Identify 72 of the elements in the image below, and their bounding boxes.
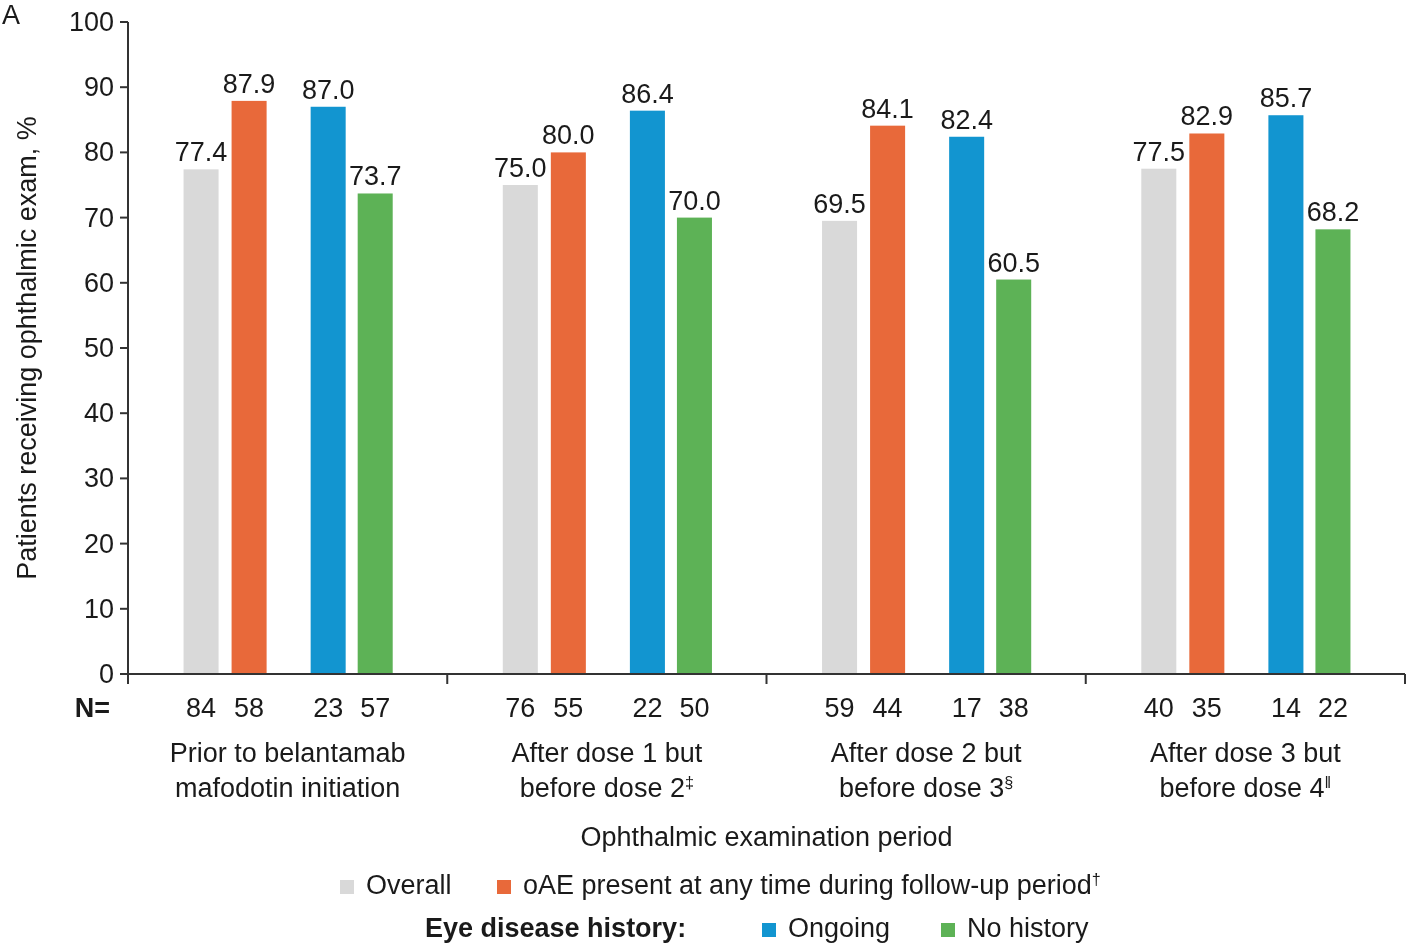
data-label: 77.4 — [174, 137, 228, 168]
text: N= — [74, 693, 110, 723]
text: 38 — [998, 693, 1029, 723]
legend-label: No history — [967, 913, 1090, 943]
bar — [676, 217, 712, 674]
y-tick-label: 40 — [83, 398, 114, 429]
data-label: 75.0 — [494, 153, 547, 183]
y-tick-label: 0 — [98, 659, 114, 689]
data-label: 68.2 — [1306, 197, 1360, 228]
bar — [1268, 115, 1304, 674]
text: 17 — [951, 693, 982, 723]
text: 57 — [360, 693, 391, 723]
y-tick-label: 90 — [83, 72, 114, 103]
bar — [822, 220, 858, 674]
x-tick-label: After dose 3 but before dose 4$^{‖}$ — [1150, 738, 1342, 803]
bar — [949, 136, 985, 674]
text: 22 — [632, 693, 663, 723]
legend-title: Eye disease history: — [425, 913, 687, 943]
bar — [310, 106, 346, 674]
y-tick-label: 60 — [83, 267, 114, 298]
y-tick-label: 20 — [83, 528, 114, 559]
bar — [996, 279, 1032, 674]
x-axis-title: Ophthalmic examination period — [580, 822, 953, 852]
text: 84 — [186, 693, 217, 723]
text: 50 — [679, 693, 710, 723]
x-tick-label: After dose 2 but before dose 3$^{§}$ — [830, 738, 1022, 803]
data-label: 77.5 — [1132, 136, 1186, 167]
bar — [1315, 229, 1351, 674]
y-tick-label: 70 — [83, 202, 114, 233]
bar — [1141, 168, 1177, 674]
y-tick-label: 80 — [83, 137, 114, 168]
y-tick-label: 30 — [83, 463, 114, 494]
bar — [231, 100, 267, 674]
data-label: 85.7 — [1259, 83, 1313, 114]
y-tick-label: 100 — [68, 7, 114, 37]
data-label: 73.7 — [348, 161, 402, 192]
text: 40 — [1143, 693, 1174, 723]
bar — [357, 193, 393, 674]
y-tick-label: 10 — [83, 593, 114, 624]
data-label: 82.4 — [940, 104, 993, 135]
x-tick-label: Prior to belantamab mafodotin initiation — [169, 738, 406, 803]
text: 22 — [1317, 693, 1348, 723]
data-label: 80.0 — [542, 120, 595, 151]
data-label: 60.5 — [987, 247, 1040, 278]
legend-label: Ongoing — [788, 913, 891, 943]
y-tick-label: 50 — [83, 333, 114, 363]
text: A — [2, 0, 21, 30]
text: 35 — [1191, 693, 1222, 723]
text: 23 — [313, 693, 344, 723]
legend-label: Overall — [366, 870, 452, 900]
y-axis-title: Patients receiving ophthalmic exam, % — [12, 116, 42, 580]
text: 59 — [824, 693, 855, 723]
bar — [870, 125, 906, 674]
text: 44 — [872, 693, 903, 723]
text: 76 — [505, 693, 536, 723]
data-label: 69.5 — [813, 188, 866, 219]
data-label: 82.9 — [1180, 101, 1234, 132]
data-label: 87.0 — [301, 74, 355, 105]
legend-label: oAE present at any time during follow-up period$^{†}$ — [523, 870, 1101, 900]
bar — [1189, 133, 1225, 674]
text: 14 — [1270, 693, 1301, 723]
data-label: 70.0 — [668, 185, 721, 216]
bar — [502, 185, 538, 674]
bar — [550, 152, 586, 674]
x-tick-label: After dose 1 but before dose 2$^{‡}$ — [511, 738, 703, 803]
data-label: 87.9 — [222, 68, 276, 99]
data-label: 86.4 — [621, 78, 674, 109]
text: 55 — [553, 693, 584, 723]
data-label: 84.1 — [861, 93, 914, 124]
bar — [183, 169, 219, 674]
bar — [629, 110, 665, 674]
text: 58 — [234, 693, 265, 723]
